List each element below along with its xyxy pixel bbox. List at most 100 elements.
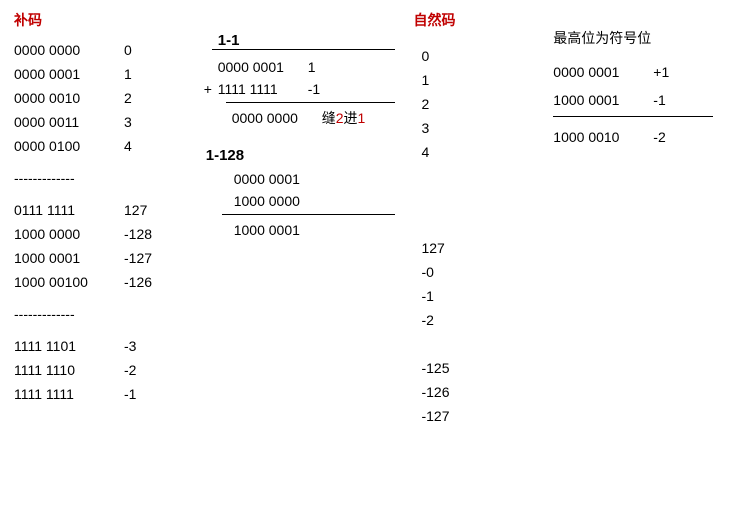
binary-value: 1000 0001: [234, 219, 324, 241]
list-item: 127: [413, 236, 543, 260]
binary-value: 1000 00100: [14, 270, 124, 294]
table-row: 0000 01004: [14, 134, 204, 158]
list-item: 0: [413, 44, 543, 68]
gap: [413, 332, 543, 356]
binary-value: 1111 1110: [14, 358, 124, 382]
binary-value: 0000 0011: [14, 110, 124, 134]
list-item: -2: [413, 308, 543, 332]
table-row: 0000 00011: [14, 62, 204, 86]
title-underline: [212, 49, 396, 50]
complement-column: 补码 0000 00000 0000 00011 0000 00102 0000…: [10, 10, 204, 406]
decimal-value: -2: [124, 358, 136, 382]
binary-value: 1000 0000: [234, 190, 324, 212]
natural-mid-group: 127 -0 -1 -2: [413, 236, 543, 332]
note-text: 缝: [322, 110, 336, 126]
natural-bot-group: -125 -126 -127: [413, 356, 543, 428]
table-row: 0000 00102: [14, 86, 204, 110]
separator-dashes: -------------: [14, 302, 204, 326]
complement-bot-group: 1111 1101-3 1111 1110-2 1111 1111-1: [14, 334, 204, 406]
decimal-value: 0: [124, 38, 132, 62]
table-row: 0111 1111127: [14, 198, 204, 222]
operand-row: + 1111 1111 -1: [218, 78, 404, 100]
decimal-value: -126: [124, 270, 152, 294]
list-item: 2: [413, 92, 543, 116]
decimal-value: 2: [124, 86, 132, 110]
natural-header: 自然码: [413, 10, 543, 30]
operand-row: 0000 0001 +1: [553, 58, 753, 86]
list-item: -1: [413, 284, 543, 308]
plus-placeholder: [204, 56, 218, 78]
result-row: 1000 0010 -2: [553, 123, 753, 151]
decimal-value: 127: [124, 198, 147, 222]
table-row: 1000 00100-126: [14, 270, 204, 294]
operand-row: 1000 0001 -1: [553, 86, 753, 114]
calc-title: 1-1: [218, 32, 404, 49]
result-row: 0000 0000 缝2进1: [232, 107, 404, 129]
plus-sign: +: [204, 78, 218, 100]
list-item: -125: [413, 356, 543, 380]
list-item: 4: [413, 140, 543, 164]
decimal-value: -1: [653, 86, 665, 114]
binary-value: 0000 0001: [234, 168, 324, 190]
list-item: -0: [413, 260, 543, 284]
decimal-value: 1: [308, 56, 338, 78]
result-note: 缝2进1: [322, 107, 366, 129]
result-row: 1000 0001: [234, 219, 404, 241]
note-red: 2: [336, 110, 344, 126]
decimal-value: -1: [124, 382, 136, 406]
binary-value: 1111 1111: [14, 382, 124, 406]
table-row: 1111 1101-3: [14, 334, 204, 358]
list-item: 3: [413, 116, 543, 140]
table-row: 0000 00113: [14, 110, 204, 134]
decimal-value: 3: [124, 110, 132, 134]
binary-value: 1111 1111: [218, 78, 308, 100]
complement-top-group: 0000 00000 0000 00011 0000 00102 0000 00…: [14, 38, 204, 158]
binary-value: 0000 0001: [14, 62, 124, 86]
binary-value: 1000 0001: [553, 86, 653, 114]
binary-value: 0000 0001: [553, 58, 653, 86]
decimal-value: -127: [124, 246, 152, 270]
decimal-value: -2: [653, 123, 665, 151]
calculations-column: 1-1 0000 0001 1 + 1111 1111 -1 0000 0000…: [204, 10, 404, 241]
table-row: 0000 00000: [14, 38, 204, 62]
table-row: 1000 0001-127: [14, 246, 204, 270]
signbit-header: 最高位为符号位: [553, 28, 753, 48]
binary-value: 0111 1111: [14, 198, 124, 222]
decimal-value: -3: [124, 334, 136, 358]
sum-line: [222, 214, 396, 215]
list-item: 1: [413, 68, 543, 92]
note-text: 进: [344, 110, 358, 126]
calc-title: 1-128: [206, 147, 404, 164]
binary-value: 1000 0000: [14, 222, 124, 246]
natural-column: 自然码 0 1 2 3 4 127 -0 -1 -2 -125 -126 -12…: [403, 10, 543, 428]
natural-top-group: 0 1 2 3 4: [413, 44, 543, 164]
sum-line: [553, 116, 713, 117]
decimal-value: 1: [124, 62, 132, 86]
table-row: 1111 1110-2: [14, 358, 204, 382]
complement-mid-group: 0111 1111127 1000 0000-128 1000 0001-127…: [14, 198, 204, 294]
note-red: 1: [358, 110, 366, 126]
sum-line: [226, 102, 396, 103]
operand-row: 0000 0001 1: [218, 56, 404, 78]
binary-value: 1000 0010: [553, 123, 653, 151]
calc-1-128: 1-128 0000 0001 1000 0000 1000 0001: [204, 147, 404, 241]
binary-value: 1111 1101: [14, 334, 124, 358]
operand-row: 1000 0000: [234, 190, 404, 212]
binary-value: 0000 0000: [232, 107, 322, 129]
operand-row: 0000 0001: [234, 168, 404, 190]
list-item: -127: [413, 404, 543, 428]
binary-value: 1000 0001: [14, 246, 124, 270]
table-row: 1000 0000-128: [14, 222, 204, 246]
signbit-column: 最高位为符号位 0000 0001 +1 1000 0001 -1 1000 0…: [543, 10, 753, 151]
list-item: -126: [413, 380, 543, 404]
binary-value: 0000 0010: [14, 86, 124, 110]
table-row: 1111 1111-1: [14, 382, 204, 406]
decimal-value: 4: [124, 134, 132, 158]
separator-dashes: -------------: [14, 166, 204, 190]
complement-header: 补码: [14, 10, 204, 30]
binary-value: 0000 0001: [218, 56, 308, 78]
binary-value: 0000 0100: [14, 134, 124, 158]
binary-value: 0000 0000: [14, 38, 124, 62]
gap: [413, 164, 543, 236]
decimal-value: +1: [653, 58, 669, 86]
